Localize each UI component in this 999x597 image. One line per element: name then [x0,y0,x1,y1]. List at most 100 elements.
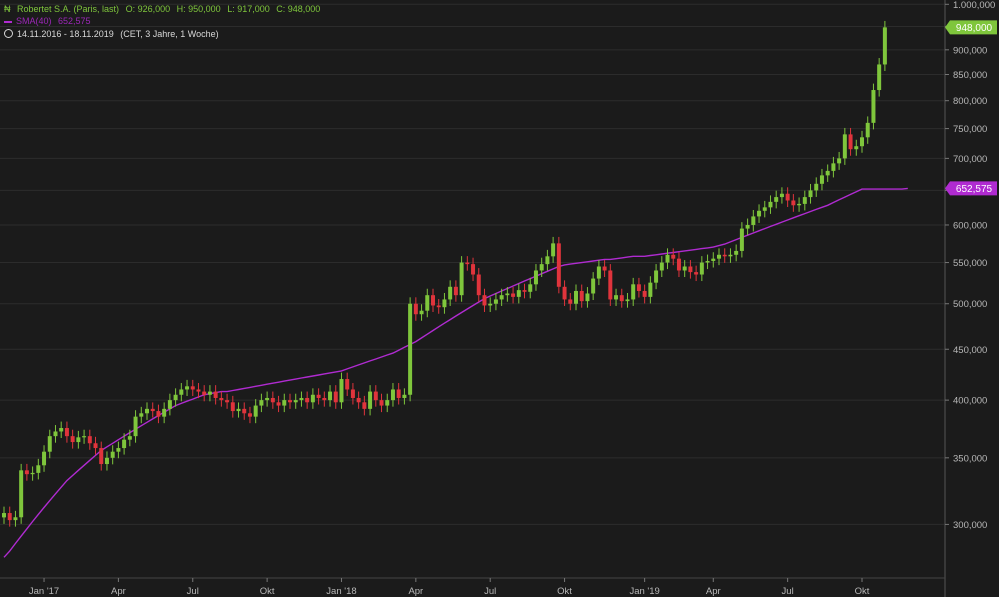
last-price-badge [945,20,997,35]
x-tick-label: Okt [557,586,572,597]
y-tick-label: 300,000 [953,520,987,531]
candle-body [493,299,498,304]
candle-body [207,391,212,395]
candle-body [797,203,802,206]
candle-body [225,400,230,403]
candle-body [179,389,184,395]
candle-body [602,266,607,271]
candle-body [728,254,733,257]
last-price-badge-label: 948,000 [956,23,993,34]
candle-body [110,451,115,458]
candle-body [156,411,161,417]
candle-body [282,400,287,406]
candle-body [694,272,699,275]
candle-body [64,428,69,437]
candle-body [202,391,207,395]
candle-body [70,436,75,443]
candle-body [76,437,81,443]
candle-body [162,408,167,417]
candle-body [36,465,41,473]
candle-body [270,397,275,403]
candle-body [688,266,693,273]
period-range: 14.11.2016 - 18.11.2019 [17,29,114,39]
candle-body [59,428,64,432]
candle-body [150,408,155,412]
sma-series [3,187,908,558]
y-tick-label: 1.000,000 [953,0,995,11]
sma-swatch-icon [4,20,12,23]
candle-body [213,391,218,398]
candle-body [671,254,676,259]
candle-body [333,391,338,403]
candle-body [116,448,121,452]
candle-body [465,262,470,265]
candle-body [636,284,641,291]
candle-body [791,200,796,206]
instrument-legend: ₦ Robertet S.A. (Paris, last) O: 926,000… [4,4,324,14]
candle-body [82,436,87,438]
candle-body [848,134,853,150]
period-info: (CET, 3 Jahre, 1 Woche) [120,29,219,39]
candle-body [133,416,138,437]
sma-line [3,187,908,558]
candle-body [676,258,681,271]
candle-body [505,293,510,296]
candle-body [436,305,441,308]
candle-body [762,207,767,211]
candle-body [196,389,201,392]
candle-body [322,397,327,401]
candle-body [408,303,413,395]
candle-body [785,193,790,201]
candle-body [854,146,859,150]
candle-body [127,436,132,440]
candle-body [413,303,418,315]
candle-body [877,64,882,91]
candle-body [533,270,538,285]
candle-body [545,256,550,265]
candle-body [19,470,24,518]
candle-body [122,439,127,449]
candle-body [865,122,870,138]
candle-body [265,397,270,401]
x-axis: Jan '17 Apr Jul Okt Jan '18 Apr Jul Okt Jan '19 A… [0,577,945,597]
y-tick-label: 700,000 [953,154,987,165]
x-tick-label: Jan '19 [629,586,659,597]
candle-body [47,436,52,452]
candle-body [882,27,887,65]
candle-body [757,210,762,217]
candle-body [316,394,321,398]
candle-body [471,264,476,275]
candle-body [539,264,544,271]
candle-body [871,90,876,123]
candle-body [305,397,310,403]
candle-body [247,413,252,417]
candle-body [705,260,710,263]
candle-body [253,405,258,417]
candle-body [13,517,18,521]
x-tick-label: Okt [260,586,275,597]
candle-body [42,451,47,466]
y-tick-label: 750,000 [953,124,987,135]
close-value: C: 948,000 [276,4,321,14]
candle-body [779,193,784,198]
candle-body [591,278,596,294]
candle-body [24,470,29,475]
candle-body [665,254,670,263]
candle-body [596,266,601,279]
candle-body [30,472,35,475]
candle-body [699,262,704,275]
sma-value: 652,575 [58,16,91,26]
sma-legend: SMA(40) 652,575 [4,16,95,26]
candle-body [711,258,716,261]
y-tick-label: 600,000 [953,220,987,231]
candle-body [482,295,487,306]
y-tick-label: 500,000 [953,299,987,310]
candle-body [93,443,98,449]
candle-body [390,389,395,401]
candle-body [379,400,384,406]
candle-body [768,201,773,208]
candle-body [173,394,178,401]
x-tick-label: Okt [855,586,870,597]
x-tick-label: Jan '17 [29,586,59,597]
